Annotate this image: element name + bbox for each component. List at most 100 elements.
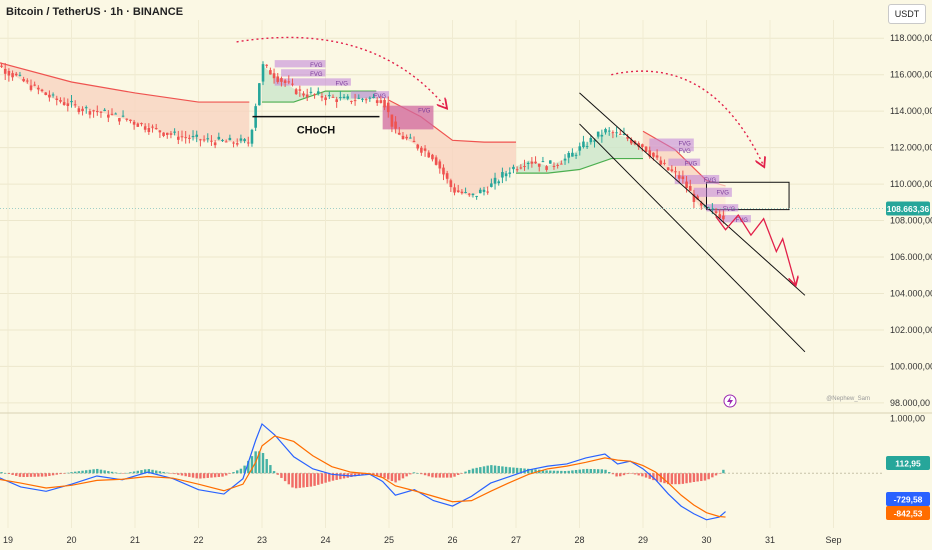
macd-histogram-bar bbox=[493, 465, 497, 474]
macd-histogram-bar bbox=[530, 469, 534, 474]
candle-body bbox=[482, 189, 486, 192]
candle-body bbox=[125, 118, 129, 120]
candle-body bbox=[537, 163, 541, 167]
macd-histogram-bar bbox=[438, 473, 441, 478]
candle-body bbox=[659, 160, 663, 165]
macd-histogram-bar bbox=[361, 473, 364, 476]
candle-body bbox=[641, 144, 644, 147]
macd-histogram-bar bbox=[689, 473, 692, 483]
macd-histogram-bar bbox=[96, 468, 99, 474]
macd-histogram-bar bbox=[501, 466, 504, 474]
macd-histogram-bar bbox=[442, 473, 445, 478]
candle-body bbox=[685, 181, 688, 188]
macd-histogram-bar bbox=[615, 473, 618, 477]
macd-histogram-bar bbox=[166, 472, 169, 474]
macd-histogram-bar bbox=[563, 470, 567, 474]
candle-body bbox=[423, 148, 427, 151]
currency-button[interactable]: USDT bbox=[888, 4, 926, 24]
candle-body bbox=[158, 130, 162, 133]
macd-histogram-bar bbox=[136, 470, 139, 474]
fvg-zone bbox=[649, 145, 694, 152]
candle-body bbox=[180, 136, 184, 138]
macd-histogram-bar bbox=[552, 470, 556, 474]
macd-histogram-bar bbox=[633, 473, 637, 475]
fvg-zone bbox=[668, 158, 701, 166]
price-axis-tick-label: 102.000,00 bbox=[890, 325, 932, 335]
macd-histogram-bar bbox=[700, 473, 703, 482]
macd-histogram-bar bbox=[504, 466, 508, 474]
price-axis-tick-label: 112.000,00 bbox=[890, 143, 932, 153]
candle-body bbox=[504, 173, 508, 177]
price-axis-tick-label: 114.000,00 bbox=[890, 106, 932, 116]
candle-body bbox=[7, 71, 11, 76]
candle-body bbox=[272, 73, 276, 79]
candle-body bbox=[589, 137, 593, 143]
candle-body bbox=[390, 114, 394, 127]
candle-body bbox=[51, 94, 55, 96]
candle-body bbox=[460, 191, 464, 194]
time-axis-tick-label: 24 bbox=[320, 535, 330, 545]
candle-body bbox=[445, 173, 449, 179]
macd-histogram-bar bbox=[486, 465, 489, 474]
candle-body bbox=[70, 100, 73, 103]
fvg-label: FVG bbox=[704, 178, 717, 184]
macd-histogram-bar bbox=[70, 472, 73, 474]
candle-body bbox=[95, 111, 99, 113]
macd-histogram-bar bbox=[471, 468, 475, 474]
macd-histogram-bar bbox=[243, 465, 246, 474]
macd-histogram-bar bbox=[593, 469, 596, 474]
candle-body bbox=[66, 103, 70, 107]
macd-histogram-bar bbox=[191, 473, 195, 478]
candle-body bbox=[493, 177, 497, 184]
macd-histogram-bar bbox=[582, 469, 585, 474]
candle-body bbox=[26, 80, 29, 82]
macd-histogram-bar bbox=[51, 473, 55, 476]
candle-body bbox=[409, 137, 412, 139]
candle-body bbox=[696, 196, 699, 200]
candle-body bbox=[548, 160, 552, 164]
candle-body bbox=[103, 109, 106, 112]
candle-body bbox=[523, 166, 526, 168]
macd-histogram-bar bbox=[55, 473, 58, 475]
current-price-label: 108.663,36 bbox=[887, 204, 930, 214]
macd-histogram-bar bbox=[596, 469, 600, 474]
time-axis-tick-label: 27 bbox=[511, 535, 521, 545]
candle-body bbox=[438, 161, 442, 169]
supertrend-zone-bear bbox=[0, 62, 250, 143]
macd-histogram-bar bbox=[353, 473, 357, 477]
macd-histogram-bar bbox=[291, 473, 294, 488]
macd-histogram-bar bbox=[0, 472, 3, 474]
candle-body bbox=[44, 92, 48, 95]
macd-histogram-bar bbox=[711, 473, 714, 478]
candle-body bbox=[136, 123, 140, 127]
macd-histogram-bar bbox=[420, 473, 423, 475]
candle-body bbox=[37, 87, 40, 90]
candle-body bbox=[519, 167, 523, 169]
macd-histogram-bar bbox=[449, 473, 453, 478]
candle-body bbox=[121, 115, 125, 117]
time-axis-tick-label: 30 bbox=[701, 535, 711, 545]
candle-body bbox=[652, 152, 655, 157]
price-axis-tick-label: 106.000,00 bbox=[890, 252, 932, 262]
fvg-label: FVG bbox=[310, 72, 323, 78]
macd-histogram-bar bbox=[33, 473, 36, 477]
candle-body bbox=[497, 181, 501, 184]
candle-body bbox=[556, 164, 559, 166]
projection-zigzag-arrow bbox=[715, 214, 795, 284]
candle-body bbox=[342, 96, 346, 99]
macd-histogram-bar bbox=[604, 469, 607, 474]
macd-histogram-bar bbox=[707, 473, 710, 480]
macd-histogram-bar bbox=[4, 473, 7, 474]
macd-histogram-bar bbox=[600, 469, 604, 474]
macd-histogram-bar bbox=[350, 473, 353, 477]
macd-histogram-bar bbox=[29, 473, 33, 477]
candle-body bbox=[431, 154, 434, 160]
macd-histogram-bar bbox=[309, 473, 313, 487]
candle-body bbox=[129, 119, 132, 122]
macd-histogram-bar bbox=[571, 470, 574, 474]
macd-histogram-bar bbox=[73, 471, 77, 474]
candle-body bbox=[110, 113, 114, 115]
macd-histogram-bar bbox=[549, 470, 552, 474]
